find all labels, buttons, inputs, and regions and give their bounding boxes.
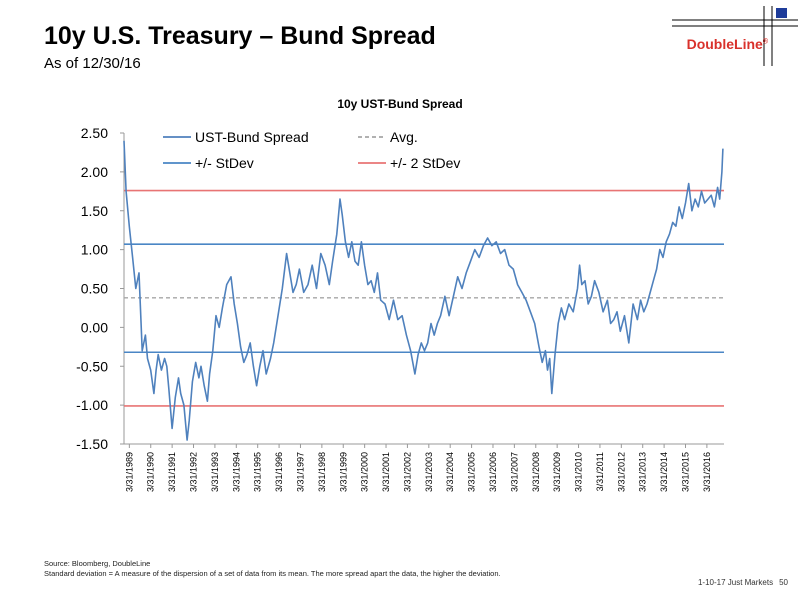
page-footer: 1-10-17 Just Markets 50 — [692, 578, 788, 587]
y-tick-label: 1.50 — [81, 203, 108, 219]
x-tick-label: 3/31/2010 — [574, 452, 584, 492]
x-tick-label: 3/31/2011 — [595, 452, 605, 491]
x-tick-label: 3/31/1989 — [124, 452, 134, 492]
x-tick-label: 3/31/1995 — [253, 452, 263, 492]
x-tick-label: 3/31/2003 — [424, 452, 434, 492]
x-axis: 3/31/1989 3/31/1990 3/31/1991 3/31/1992 3/31… — [124, 443, 724, 492]
y-tick-label: -1.50 — [76, 436, 108, 452]
x-tick-label: 3/31/2006 — [488, 452, 498, 492]
y-tick-label: 2.50 — [81, 125, 108, 141]
stdev-definition-note: Standard deviation = A measure of the di… — [44, 569, 501, 578]
x-tick-label: 3/31/2013 — [638, 452, 648, 492]
x-tick-label: 3/31/2016 — [702, 452, 712, 492]
series-group — [123, 140, 724, 441]
x-tick-label: 3/31/2005 — [467, 452, 477, 492]
logo-text: DoubleLine® — [687, 36, 768, 52]
chart-legend: UST-Bund Spread Avg. +/- StDev +/- 2 StDev — [163, 129, 460, 171]
page-title: 10y U.S. Treasury – Bund Spread — [44, 22, 436, 50]
x-tick-label: 3/31/2015 — [680, 452, 690, 492]
reference-lines — [124, 189, 724, 407]
logo-wordmark: DoubleLine — [686, 36, 763, 52]
legend-label: UST-Bund Spread — [195, 129, 309, 145]
x-tick-label: 3/31/2001 — [381, 452, 391, 492]
x-tick-label: 3/31/1999 — [338, 452, 348, 492]
x-tick-label: 3/31/1990 — [146, 452, 156, 492]
x-tick-label: 3/31/2012 — [616, 452, 626, 492]
x-tick-label: 3/31/2000 — [360, 452, 370, 492]
series-line-ust-bund-spread — [123, 140, 724, 441]
x-tick-label: 3/31/1991 — [167, 452, 177, 492]
x-tick-label: 3/31/2009 — [552, 452, 562, 492]
y-tick-label: 1.00 — [81, 242, 108, 258]
x-tick-label: 3/31/1996 — [274, 452, 284, 492]
x-tick-label: 3/31/2002 — [402, 452, 412, 492]
chart-title: 10y UST-Bund Spread — [337, 97, 462, 111]
y-tick-label: 0.00 — [81, 319, 108, 335]
x-tick-label: 3/31/1993 — [210, 452, 220, 492]
x-tick-label: 3/31/2004 — [445, 452, 455, 492]
doubleline-logo: DoubleLine® — [668, 6, 798, 66]
y-tick-label: -1.00 — [76, 397, 108, 413]
x-tick-label: 3/31/2008 — [531, 452, 541, 492]
x-tick-label: 3/31/1994 — [231, 452, 241, 492]
y-axis: 2.50 2.00 1.50 1.00 0.50 0.00 -0.50 -1.00 -1.50 — [76, 125, 125, 452]
y-tick-label: 2.00 — [81, 164, 108, 180]
source-note: Source: Bloomberg, DoubleLine — [44, 559, 151, 568]
legend-label: +/- 2 StDev — [390, 155, 460, 171]
x-tick-label: 3/31/2014 — [659, 452, 669, 492]
y-tick-label: -0.50 — [76, 358, 108, 374]
spread-chart: 10y UST-Bund Spread 2.50 2.00 1.50 1.00 0.50… — [76, 97, 724, 492]
y-tick-label: 0.50 — [81, 281, 108, 297]
page-subtitle: As of 12/30/16 — [44, 55, 141, 72]
logo-grid-lines — [672, 6, 798, 66]
logo-registered-mark: ® — [762, 38, 768, 46]
x-tick-label: 3/31/2007 — [509, 452, 519, 492]
x-tick-label: 3/31/1998 — [317, 452, 327, 492]
page-number: 50 — [779, 578, 788, 587]
deck-label: 1-10-17 Just Markets — [697, 578, 774, 587]
legend-label: Avg. — [390, 129, 418, 145]
x-tick-label: 3/31/1997 — [295, 452, 305, 492]
x-tick-label: 3/31/1992 — [189, 452, 199, 492]
legend-label: +/- StDev — [195, 155, 254, 171]
